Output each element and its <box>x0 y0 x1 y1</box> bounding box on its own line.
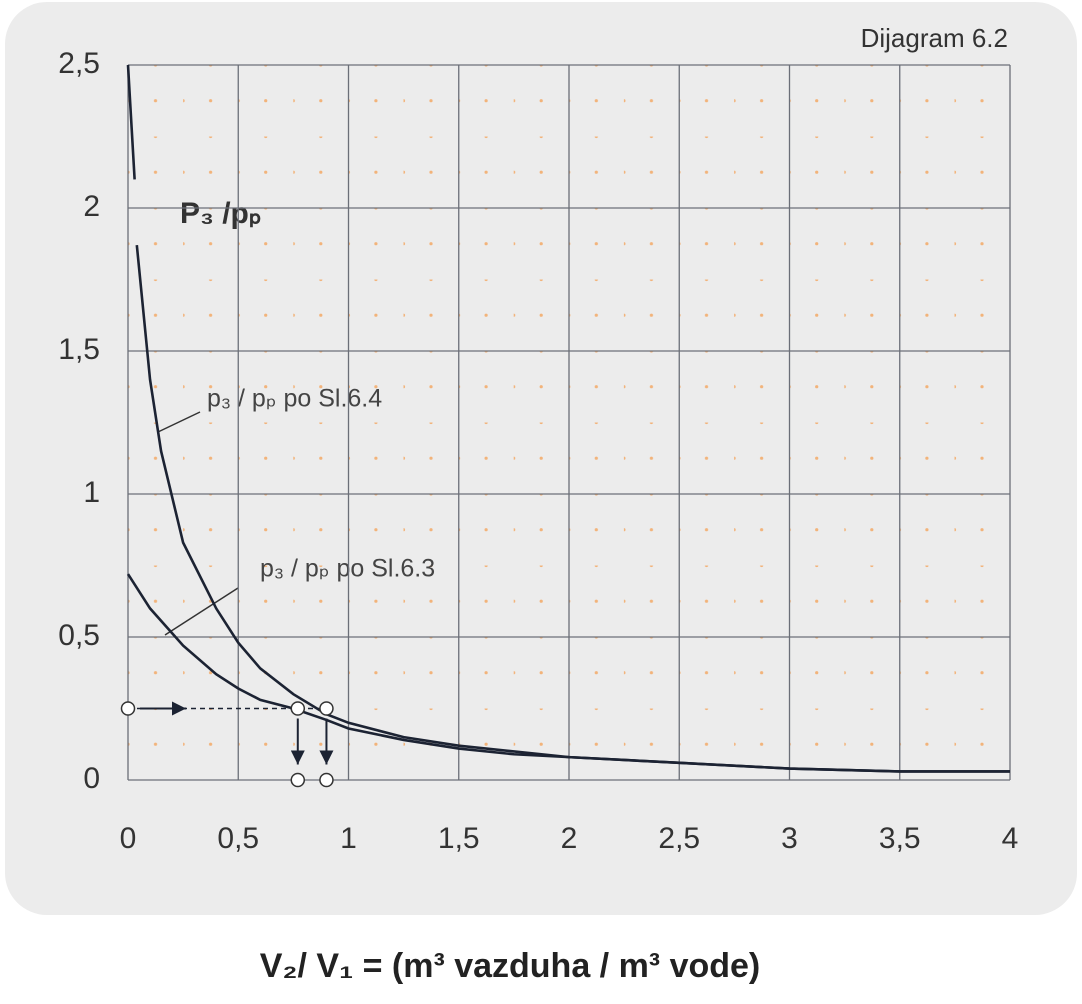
y-tick-label: 0,5 <box>58 619 100 652</box>
y-tick-label: 1 <box>83 476 100 509</box>
x-tick-label: 3,5 <box>879 822 921 855</box>
reading-point <box>319 701 334 716</box>
reading-point <box>290 701 306 716</box>
x-tick-label: 4 <box>1002 822 1019 855</box>
reading-point <box>290 772 306 788</box>
x-tick-label: 1,5 <box>438 822 480 855</box>
y-tick-label: 2,5 <box>58 47 100 80</box>
x-tick-label: 0,5 <box>217 822 259 855</box>
leader-line <box>164 587 239 636</box>
series-label: p₃ / pₚ po Sl.6.4 <box>207 385 382 413</box>
line <box>126 573 1010 773</box>
x-tick-label: 0 <box>120 822 137 855</box>
series-label: p₃ / pₚ po Sl.6.3 <box>260 555 435 583</box>
reading-point <box>319 772 334 788</box>
x-tick-label: 2,5 <box>658 822 700 855</box>
subtitle: Dijagram 6.2 <box>861 23 1008 53</box>
y-tick-label: 0 <box>83 762 100 795</box>
y-tick-label: 2 <box>83 190 100 223</box>
x-tick-label: 1 <box>340 822 357 855</box>
x-tick-label: 3 <box>781 822 798 855</box>
leader-line <box>157 411 201 433</box>
x-axis-label: V₂/ V₁ = (m³ vazduha / m³ vode) <box>260 947 761 985</box>
chart-title: P₃ /pₚ <box>180 197 262 230</box>
x-tick-label: 2 <box>561 822 578 855</box>
reading-point <box>120 701 136 716</box>
y-tick-label: 1,5 <box>58 333 100 366</box>
